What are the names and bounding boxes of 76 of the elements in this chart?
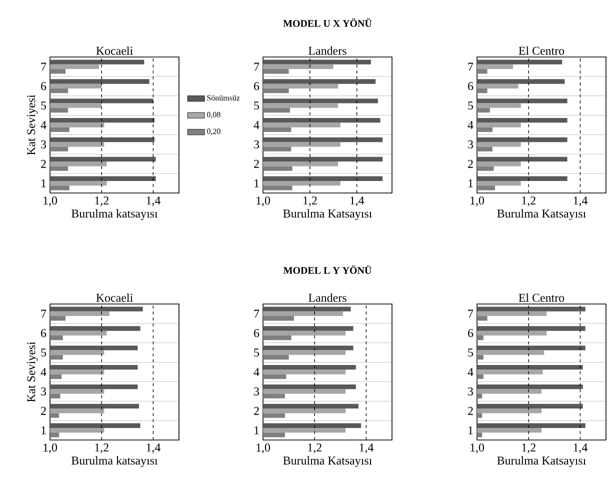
y-tick-label: 5: [468, 102, 474, 110]
y-tick-label: 5: [468, 348, 474, 357]
x-axis-title: Burulma katsayısı: [72, 209, 158, 220]
y-tick-label: 6: [41, 82, 46, 90]
y-tick-label: 2: [468, 406, 473, 415]
y-tick-label: 2: [254, 160, 259, 168]
y-tick-label: 3: [41, 140, 46, 148]
y-tick-label: 2: [254, 406, 259, 415]
y-tick-label: 5: [41, 102, 46, 110]
chart-title: Landers: [308, 46, 346, 55]
y-tick-label: 2: [468, 160, 473, 168]
y-tick-label: 7: [41, 310, 46, 318]
chart-title: El Centro: [518, 46, 564, 55]
x-tick-label: 1,2: [95, 196, 108, 206]
x-tick-label: 1,4: [146, 196, 160, 206]
y-axis-title: Kat Seviyesi: [27, 342, 38, 402]
y-tick-label: 1: [468, 179, 473, 188]
x-tick-label: 1,4: [350, 196, 364, 206]
chart-subtitle: MODEL L Y YÖNÜ: [284, 265, 372, 274]
x-tick-label: 1,4: [574, 444, 588, 454]
x-tick-label: 1,0: [470, 196, 484, 206]
y-axis-title: Kat Seviyesi: [27, 94, 38, 156]
y-tick-label: 1: [254, 426, 259, 434]
y-tick-label: 1: [42, 426, 46, 434]
y-tick-label: 4: [468, 121, 474, 129]
y-tick-label: 1: [254, 179, 259, 188]
y-tick-label: 7: [468, 62, 474, 71]
y-tick-label: 3: [254, 140, 260, 148]
y-tick-label: 2: [41, 406, 46, 415]
y-tick-label: 4: [468, 368, 474, 376]
y-tick-label: 5: [254, 348, 260, 357]
x-tick-label: 1,2: [522, 444, 536, 454]
x-tick-label: 1,4: [574, 196, 588, 206]
y-tick-label: 5: [41, 348, 46, 357]
y-tick-label: 7: [254, 62, 260, 71]
y-tick-label: 1: [468, 426, 473, 434]
y-tick-label: 3: [468, 140, 474, 148]
y-tick-label: 7: [41, 62, 46, 71]
chart-title: Kocaeli: [96, 293, 133, 302]
x-tick-label: 1,0: [256, 444, 270, 454]
y-tick-label: 1: [42, 179, 46, 188]
chart-title: El Centro: [518, 293, 564, 302]
x-tick-label: 1,2: [308, 444, 322, 454]
y-tick-label: 4: [40, 368, 46, 376]
y-tick-label: 6: [254, 82, 260, 90]
y-tick-label: 5: [254, 102, 260, 110]
y-tick-label: 3: [468, 387, 474, 396]
y-tick-label: 4: [40, 121, 46, 129]
y-tick-label: 3: [254, 387, 260, 396]
y-tick-label: 4: [254, 121, 260, 129]
x-tick-label: 1,2: [522, 196, 536, 206]
chart-subtitle: MODEL U X YÖNÜ: [283, 18, 372, 27]
x-tick-label: 1,0: [44, 444, 58, 454]
x-tick-label: 1,0: [256, 196, 270, 206]
x-axis-title: Burulma Katsayısı: [283, 456, 372, 468]
y-tick-label: 2: [41, 160, 46, 168]
x-axis-title: Burulma katsayısı: [72, 456, 158, 468]
x-tick-label: 1,0: [470, 444, 484, 454]
y-tick-label: 6: [468, 82, 474, 90]
chart-title: Kocaeli: [96, 46, 133, 55]
x-tick-label: 1,4: [360, 444, 374, 454]
x-tick-label: 1,4: [146, 444, 160, 454]
y-tick-label: 7: [468, 310, 474, 318]
y-tick-label: 6: [41, 329, 46, 338]
x-tick-label: 1,2: [303, 196, 317, 206]
y-tick-label: 6: [254, 329, 260, 338]
x-axis-title: Burulma Katsayısı: [497, 456, 586, 468]
y-tick-label: 3: [41, 387, 46, 396]
x-axis-title: Burulma Katsayısı: [497, 209, 586, 220]
x-axis-title: Burulma Katsayısı: [283, 209, 372, 220]
chart-title: Landers: [308, 293, 346, 302]
y-tick-label: 6: [468, 329, 474, 338]
y-tick-label: 7: [254, 310, 260, 318]
y-tick-label: 4: [254, 368, 260, 376]
x-tick-label: 1,0: [44, 196, 58, 206]
x-tick-label: 1,2: [95, 444, 108, 454]
